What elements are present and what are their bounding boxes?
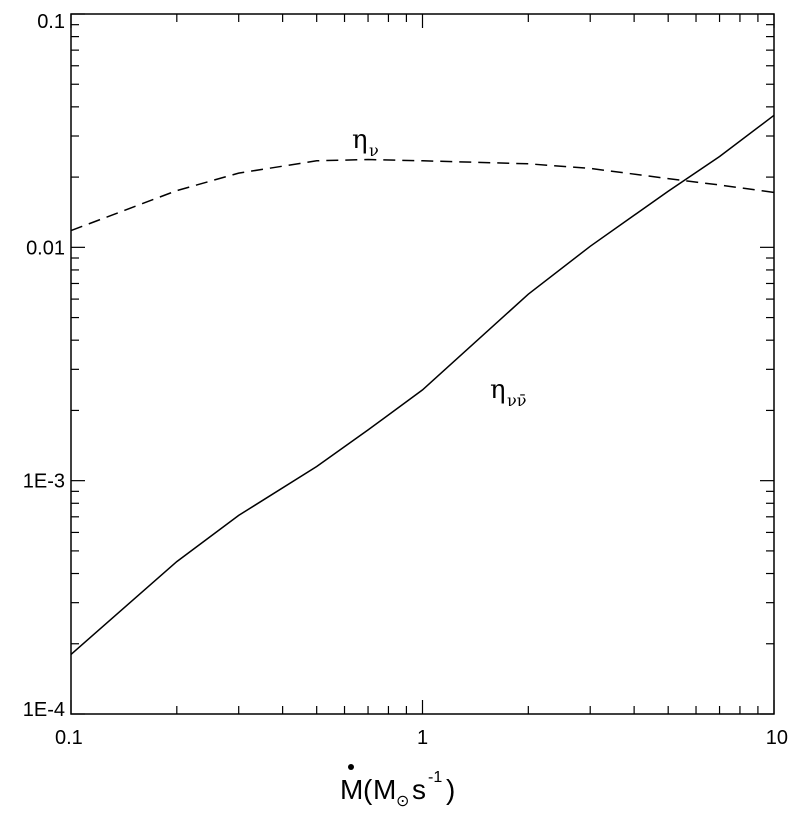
x-tick-label: 1 xyxy=(417,727,428,749)
x-axis-title-close: ) xyxy=(446,774,455,805)
series-label-eta-nu-sub: ν xyxy=(369,141,379,160)
x-major-ticks xyxy=(70,14,775,714)
y-tick-label: 1E-3 xyxy=(23,471,65,493)
y-tick-label: 1E-4 xyxy=(23,699,65,721)
x-axis-title-open: ( xyxy=(363,774,373,805)
x-tick-label: 0.1 xyxy=(55,727,83,749)
y-tick-labels: 1E-4 1E-3 0.01 0.1 xyxy=(23,11,65,721)
series-label-eta-nu: η ν xyxy=(352,125,379,160)
series-label-eta-nu-main: η xyxy=(352,125,368,155)
y-minor-ticks xyxy=(71,24,774,645)
series-label-eta-nunubar-main: η xyxy=(490,375,506,405)
y-tick-label: 0.01 xyxy=(26,237,65,259)
x-axis-title-unit: s xyxy=(412,774,426,805)
series-eta-nu-line xyxy=(70,158,775,232)
series-label-eta-nunubar-sub: νν̄ xyxy=(507,391,526,410)
x-axis-title-exp: -1 xyxy=(428,769,442,786)
y-tick-label: 0.1 xyxy=(37,11,65,33)
x-axis-title-dot xyxy=(348,764,354,770)
x-tick-label: 10 xyxy=(766,727,788,749)
plot-frame xyxy=(70,13,775,715)
series-eta-nunubar-line xyxy=(70,114,775,655)
x-tick-labels: 0.1 1 10 xyxy=(55,727,788,749)
x-axis-title-main: M xyxy=(340,774,363,805)
x-minor-ticks xyxy=(176,14,759,714)
series-label-eta-nunubar: η νν̄ xyxy=(490,375,526,410)
y-major-ticks xyxy=(71,13,774,715)
x-axis-title: M ( M ⊙ s -1 ) xyxy=(340,764,455,810)
x-axis-title-sun: ⊙ xyxy=(396,793,409,810)
x-axis-title-sym: M xyxy=(373,774,396,805)
